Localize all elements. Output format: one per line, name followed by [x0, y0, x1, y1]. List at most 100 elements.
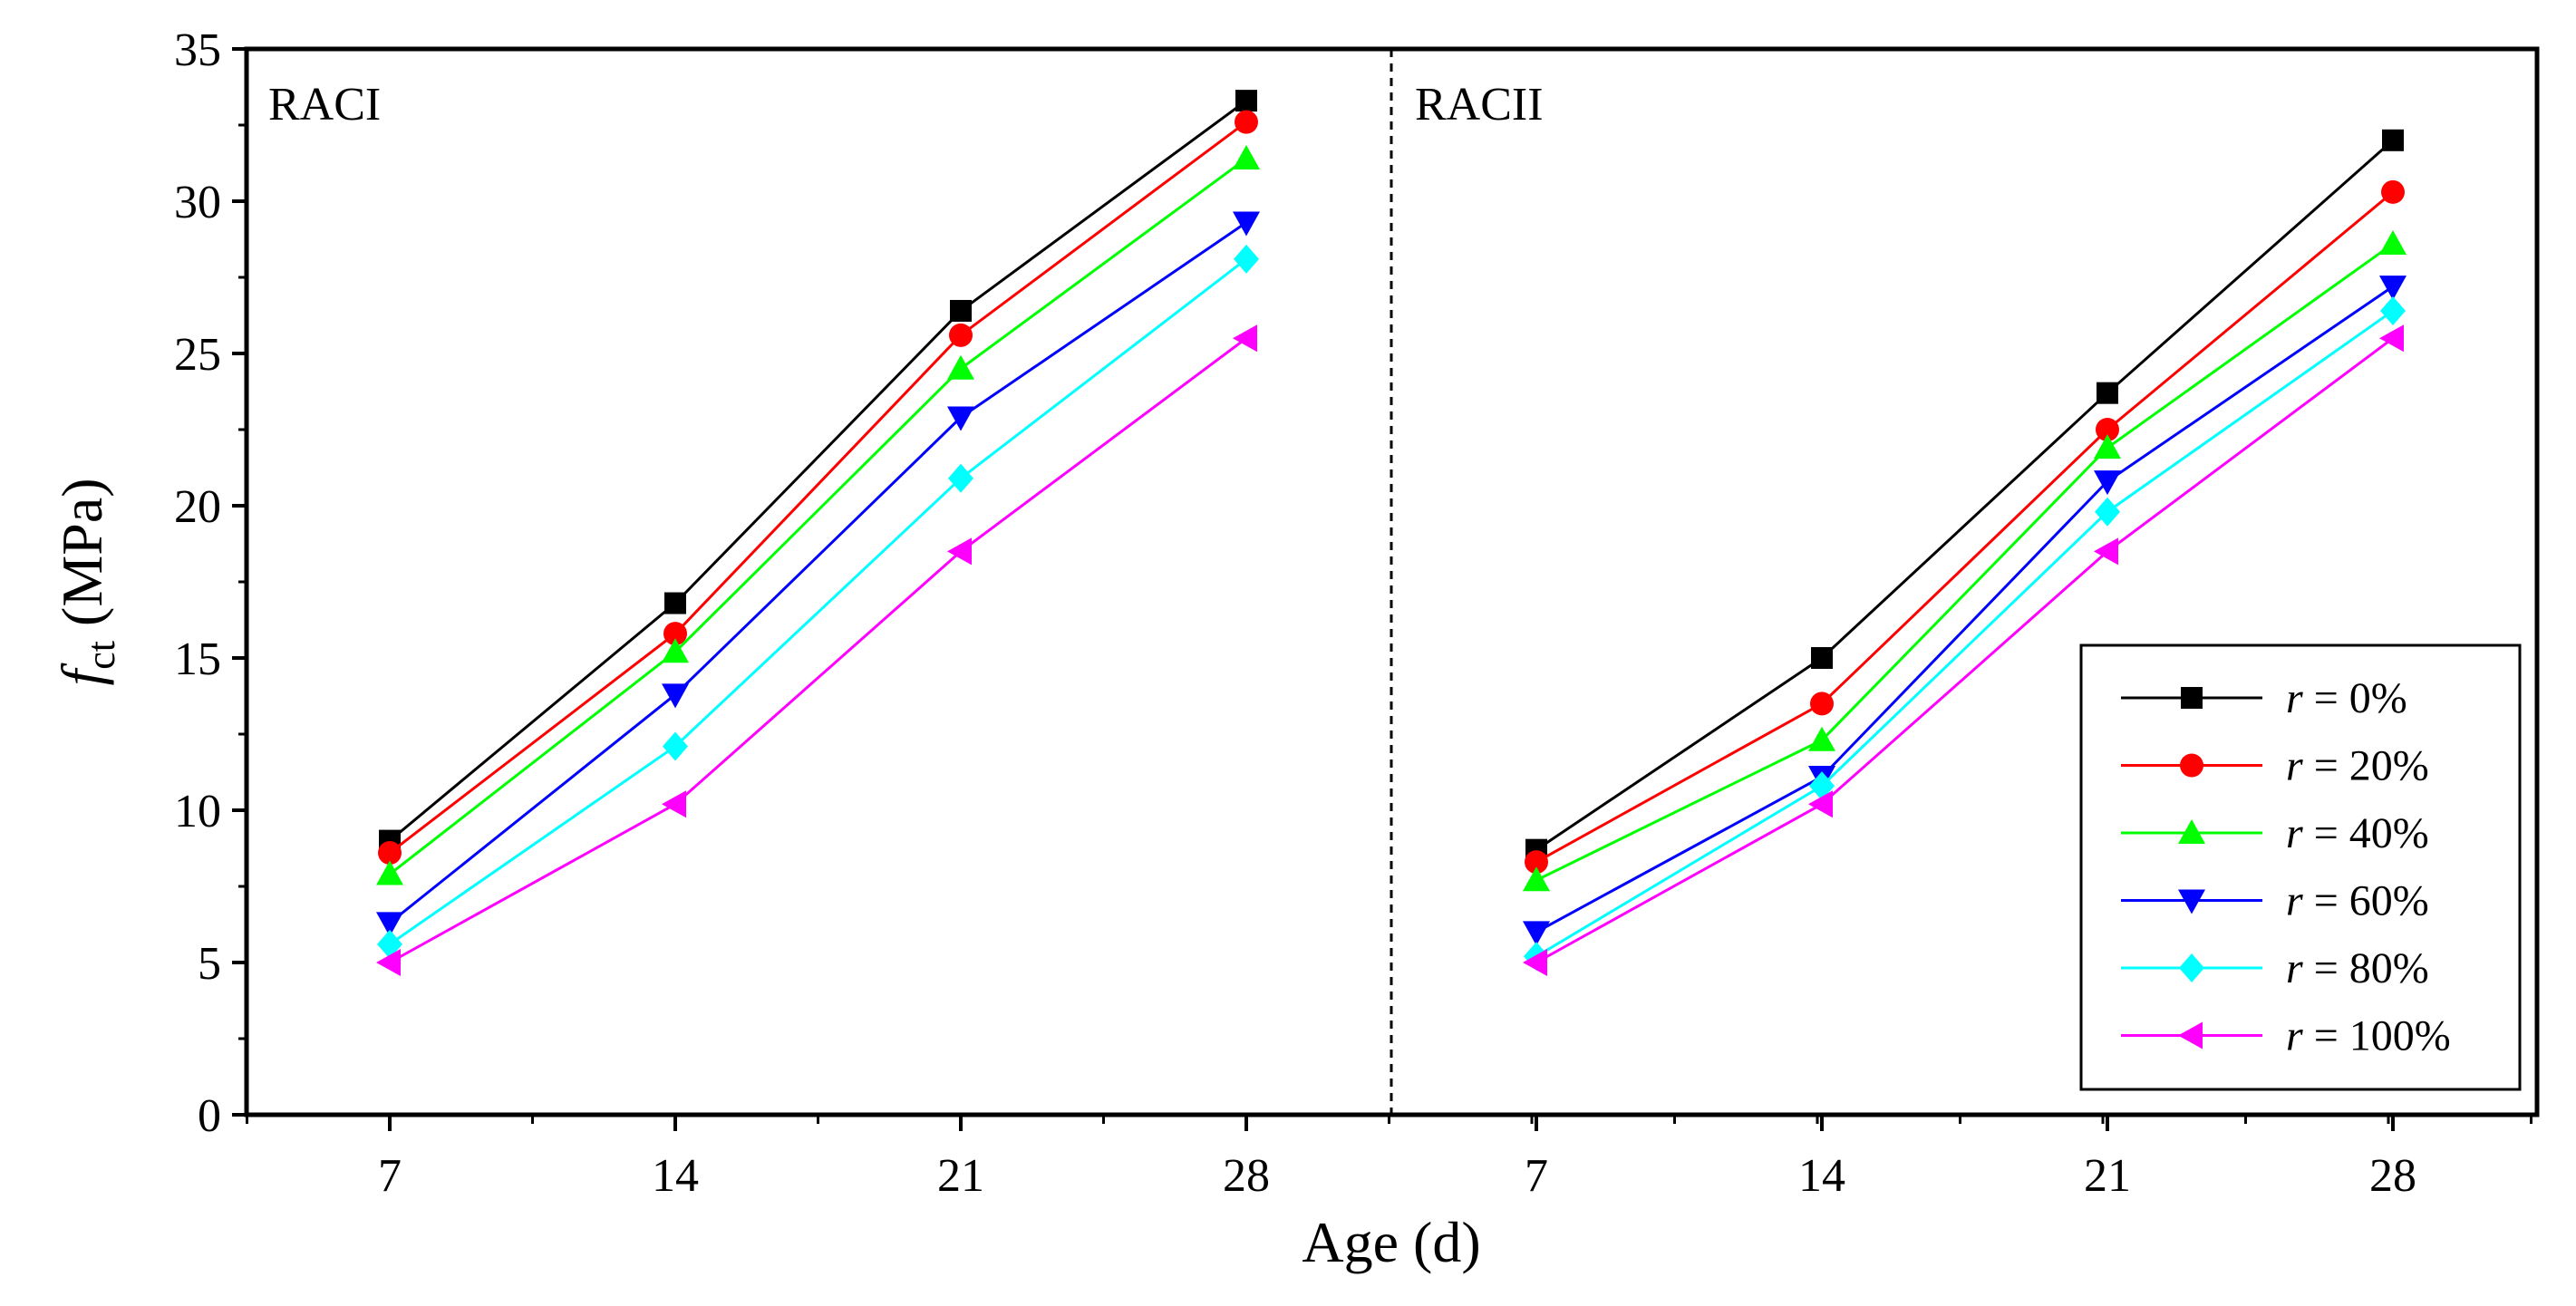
legend-label: r = 0%	[2286, 674, 2407, 722]
legend-marker	[2181, 687, 2203, 709]
data-point	[947, 354, 974, 380]
series-layer	[376, 90, 2407, 976]
x-tick-label: 21	[937, 1150, 984, 1202]
series-line	[389, 99, 1247, 842]
x-tick-label: 28	[1223, 1150, 1270, 1202]
x-tick-label: 7	[1525, 1150, 1548, 1202]
data-point	[2380, 295, 2406, 325]
x-tick-label: 14	[652, 1150, 699, 1202]
data-point	[1808, 790, 1833, 818]
series-line	[1535, 139, 2394, 851]
panel-label-right: RACII	[1415, 79, 1544, 131]
legend-item: r = 0%	[2121, 674, 2407, 722]
legend-label: r = 60%	[2286, 877, 2429, 925]
data-point	[2094, 537, 2118, 566]
panel-label-left: RACI	[268, 79, 381, 131]
data-point	[1525, 850, 1548, 875]
legend-marker	[2179, 953, 2204, 982]
series-line	[389, 336, 1247, 964]
data-point	[376, 912, 403, 937]
data-point	[948, 463, 973, 493]
legend-item: r = 80%	[2121, 944, 2429, 992]
data-point	[2381, 179, 2405, 204]
y-tick-label: 10	[174, 786, 221, 837]
data-point	[947, 406, 974, 431]
legend-label: r = 100%	[2286, 1012, 2451, 1060]
data-point	[2382, 129, 2404, 151]
legend-marker	[2178, 889, 2205, 914]
data-point	[663, 731, 688, 761]
data-point	[1235, 110, 1258, 134]
legend-label: r = 80%	[2286, 944, 2429, 992]
data-point	[662, 638, 689, 663]
data-point	[664, 592, 686, 614]
series-line	[389, 221, 1247, 924]
legend-item: r = 20%	[2121, 742, 2429, 790]
x-tick-label: 14	[1798, 1150, 1845, 1202]
data-point	[1808, 726, 1835, 751]
y-tick-label: 20	[174, 481, 221, 533]
legend-item: r = 40%	[2121, 809, 2429, 857]
series-line	[1535, 336, 2394, 964]
y-axis: 0 5 10 15 20 25 30 35	[174, 24, 247, 1142]
data-point	[2094, 470, 2121, 496]
legend: r = 0% r = 20% r = 40% r = 60% r = 80% r = 10…	[2079, 643, 2522, 1091]
data-point	[663, 622, 687, 646]
data-point	[949, 323, 973, 347]
legend-item: r = 100%	[2121, 1012, 2451, 1060]
series-line	[1535, 242, 2394, 882]
data-point	[1810, 692, 1834, 716]
data-point	[376, 949, 401, 976]
legend-label: r = 20%	[2286, 742, 2429, 790]
legend-label: r = 40%	[2286, 809, 2429, 857]
data-point	[2096, 418, 2119, 441]
y-tick-label: 0	[198, 1090, 221, 1142]
data-point	[1234, 244, 1259, 274]
series-line	[389, 121, 1247, 855]
y-tick-label: 25	[174, 329, 221, 381]
data-point	[1233, 324, 1257, 353]
data-point	[1233, 211, 1260, 237]
x-axis-title: Age (d)	[1302, 1210, 1480, 1274]
legend-marker	[2178, 1021, 2203, 1050]
x-tick-label: 28	[2369, 1150, 2416, 1202]
y-axis-subscript: ct	[79, 641, 123, 670]
y-axis-title: fct (MPa)	[50, 478, 123, 685]
data-point	[1811, 647, 1833, 669]
data-point	[1233, 144, 1260, 169]
x-tick-label: 7	[378, 1150, 402, 1202]
y-tick-label: 30	[174, 177, 221, 228]
data-point	[950, 299, 972, 322]
data-point	[2094, 434, 2121, 460]
y-axis-unit: (MPa)	[50, 478, 114, 626]
data-point	[947, 537, 972, 566]
series-line	[1535, 190, 2394, 864]
legend-marker	[2178, 819, 2205, 844]
series-line	[389, 257, 1247, 946]
legend-item: r = 60%	[2121, 877, 2429, 925]
series-line	[1535, 309, 2394, 958]
x-tick-label: 21	[2084, 1150, 2131, 1202]
data-point	[1523, 866, 1550, 892]
data-point	[2379, 324, 2404, 353]
data-point	[662, 790, 686, 818]
data-point	[662, 683, 689, 709]
series-line	[1535, 285, 2394, 934]
y-tick-label: 15	[174, 634, 221, 685]
data-point	[1523, 949, 1547, 976]
data-point	[2097, 382, 2118, 404]
data-point	[378, 841, 402, 866]
data-point	[376, 860, 403, 885]
legend-marker	[2180, 753, 2203, 778]
legend-box	[2079, 643, 2522, 1091]
data-point	[2379, 230, 2407, 256]
data-point	[1523, 921, 1550, 946]
series-line	[389, 157, 1247, 876]
y-tick-label: 35	[174, 24, 221, 76]
y-tick-label: 5	[198, 938, 221, 990]
data-point	[2095, 497, 2120, 527]
data-point	[1235, 90, 1257, 112]
x-axis: 7 14 21 28 7 14 21 28	[246, 1115, 2532, 1202]
data-point	[2379, 276, 2407, 301]
